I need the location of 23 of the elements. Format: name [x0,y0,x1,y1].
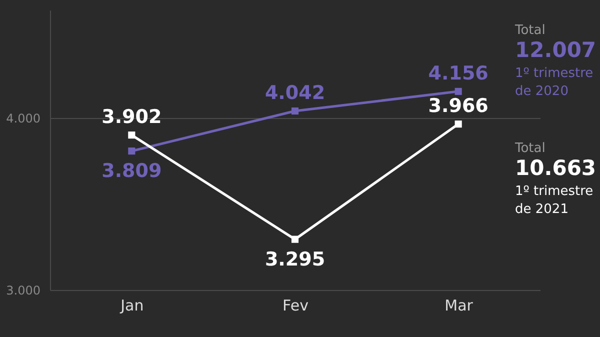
annotation: 10.663 [515,156,596,180]
point [454,88,462,95]
annotation: Total [514,23,546,38]
point [128,147,136,155]
y-tick-label: 3.000 [6,284,40,298]
annotation: 12.007 [515,38,596,62]
data-label: 3.809 [102,160,162,182]
data-label: 3.966 [428,95,488,118]
x-tick-label: Mar [444,296,474,314]
text: 1º trimestre de 2021 [515,184,594,217]
point [291,107,299,115]
y-tick-label: 4.000 [6,112,40,126]
text: 1º trimestre de 2020 [515,66,594,99]
annotation: Total [514,141,546,156]
point [291,236,299,243]
data-label: 4.042 [264,82,326,104]
data-label: 3.295 [264,248,326,270]
x-tick-label: Jan [120,296,144,314]
point [128,132,136,139]
data-label: 3.902 [102,106,162,128]
point [454,120,462,128]
x-tick-label: Fev [282,296,309,314]
data-label: 4.156 [428,62,488,84]
